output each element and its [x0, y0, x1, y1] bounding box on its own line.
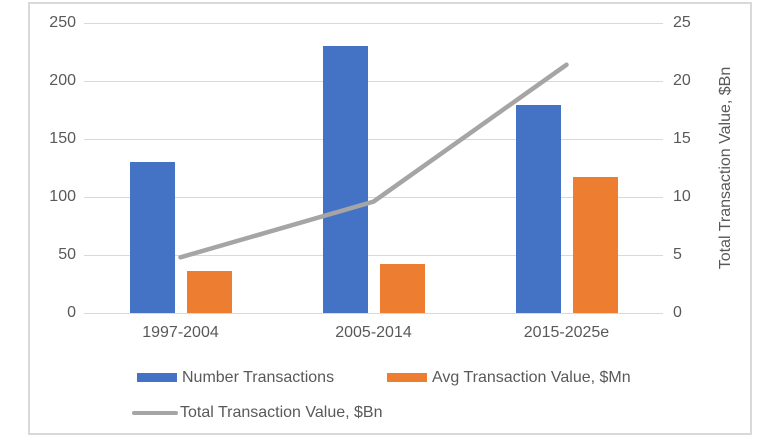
plot-area: [84, 23, 663, 314]
bar-avg-transaction-value-mn-1997-2004: [186, 271, 232, 313]
right-axis-tick-20: 20: [673, 72, 691, 89]
left-axis-tick-0: 0: [67, 304, 76, 321]
bar-number-transactions-1997-2004: [129, 162, 175, 313]
left-axis-tick-50: 50: [58, 246, 76, 263]
legend-swatch-number-transactions: [137, 373, 177, 382]
legend-label-number-transactions: Number Transactions: [182, 369, 335, 386]
bar-avg-transaction-value-mn-2015-2025e: [572, 177, 618, 313]
gridline: [84, 255, 663, 256]
left-axis-tick-200: 200: [49, 72, 76, 89]
right-axis-tick-5: 5: [673, 246, 682, 263]
left-axis-tick-250: 250: [49, 14, 76, 31]
gridline: [84, 197, 663, 198]
total-transaction-value-line: [178, 62, 569, 260]
right-axis-tick-0: 0: [673, 304, 682, 321]
right-axis-tick-25: 25: [673, 14, 691, 31]
x-axis-label-2005-2014: 2005-2014: [335, 324, 412, 341]
right-axis-tick-15: 15: [673, 130, 691, 147]
bar-number-transactions-2015-2025e: [515, 105, 561, 313]
legend-label-avg-transaction-value-mn: Avg Transaction Value, $Mn: [432, 369, 631, 386]
right-axis-tick-10: 10: [673, 188, 691, 205]
right-axis-title: Total Transaction Value, $Bn: [717, 66, 734, 270]
gridline: [84, 23, 663, 24]
left-axis-tick-150: 150: [49, 130, 76, 147]
x-axis-label-1997-2004: 1997-2004: [142, 324, 219, 341]
bar-avg-transaction-value-mn-2005-2014: [379, 264, 425, 313]
left-axis-tick-100: 100: [49, 188, 76, 205]
chart-frame: 0 50 100 150 200 250 0 5 10 15 20 25 Total Transac…: [28, 2, 752, 435]
gridline: [84, 313, 663, 314]
legend-swatch-avg-transaction-value-mn: [387, 373, 427, 382]
gridline: [84, 81, 663, 82]
gridline: [84, 139, 663, 140]
x-axis-label-2015-2025e: 2015-2025e: [523, 324, 610, 341]
legend-swatch-total-transaction-value-bn: [132, 411, 178, 415]
legend-label-total-transaction-value-bn: Total Transaction Value, $Bn: [180, 404, 383, 421]
bar-number-transactions-2005-2014: [322, 46, 368, 313]
